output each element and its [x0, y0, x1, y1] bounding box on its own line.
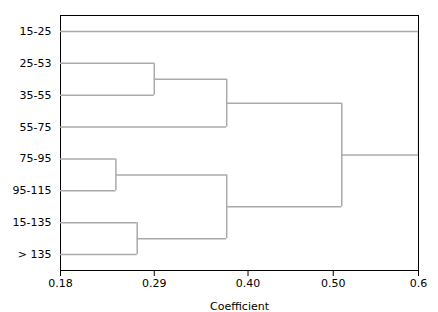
svg-text:75-95: 75-95 — [20, 152, 52, 165]
svg-text:35-55: 35-55 — [20, 89, 52, 102]
svg-text:55-75: 55-75 — [20, 121, 52, 134]
svg-text:15-135: 15-135 — [13, 216, 52, 229]
svg-text:0.50: 0.50 — [321, 277, 346, 290]
svg-text:0.18: 0.18 — [48, 277, 73, 290]
svg-text:0.29: 0.29 — [142, 277, 167, 290]
svg-text:Coefficient: Coefficient — [210, 300, 270, 312]
svg-text:0.6: 0.6 — [410, 277, 428, 290]
svg-text:0.40: 0.40 — [236, 277, 261, 290]
svg-text:15-25: 15-25 — [20, 25, 52, 38]
svg-text:95-115: 95-115 — [13, 184, 52, 197]
svg-text:25-53: 25-53 — [20, 57, 52, 70]
svg-text:> 135: > 135 — [18, 248, 52, 261]
